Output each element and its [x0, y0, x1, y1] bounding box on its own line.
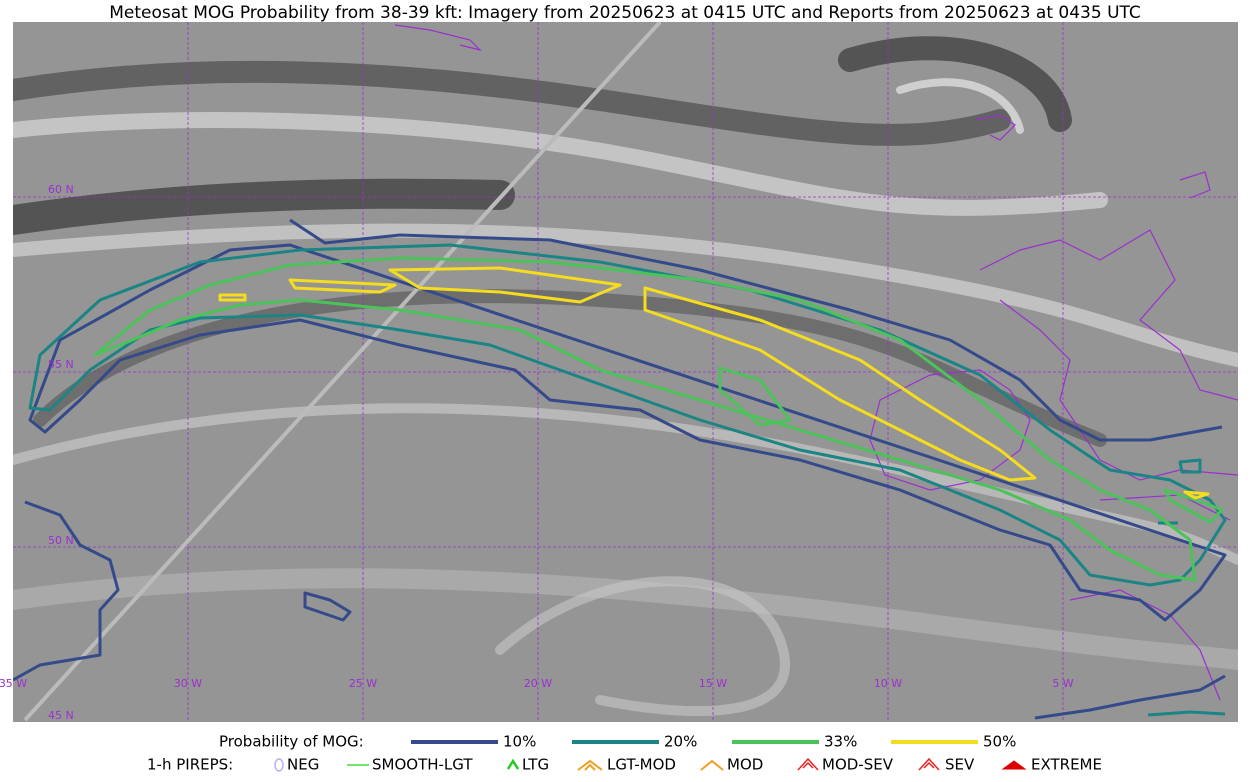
lon-label: 35 W	[0, 677, 27, 690]
lat-label: 60 N	[48, 183, 74, 196]
lon-label: 10 W	[874, 677, 902, 690]
lon-label: 5 W	[1052, 677, 1073, 690]
legend-title: Probability of MOG:	[219, 733, 364, 751]
legend-label: MOD-SEV	[822, 756, 894, 774]
lon-label: 30 W	[174, 677, 202, 690]
lat-label: 45 N	[48, 709, 74, 722]
lon-label: 25 W	[349, 677, 377, 690]
legend-label: 50%	[983, 733, 1016, 751]
map	[13, 22, 1238, 722]
legend-label: 33%	[824, 733, 857, 751]
mog-contours	[13, 218, 1227, 720]
lat-label: 55 N	[48, 358, 74, 371]
pirep-icon	[700, 759, 724, 771]
lat-label: 50 N	[48, 534, 74, 547]
legend-label: NEG	[287, 756, 319, 774]
graticule	[13, 22, 1238, 722]
pirep-icon	[797, 757, 819, 771]
legend-label: 10%	[503, 733, 536, 751]
legend-label: SMOOTH-LGT	[372, 756, 473, 774]
legend-label: MOD	[727, 756, 763, 774]
legend-label: SEV	[945, 756, 975, 774]
lon-label: 20 W	[524, 677, 552, 690]
legend-title: 1-h PIREPS:	[147, 756, 233, 774]
legend-label: LTG	[522, 756, 549, 774]
pirep-icon	[918, 757, 940, 771]
pirep-icon	[577, 759, 603, 771]
satellite-track	[23, 22, 662, 722]
legend-label: 20%	[664, 733, 697, 751]
legend-label: EXTREME	[1031, 756, 1102, 774]
pirep-icon	[1001, 760, 1027, 770]
pirep-icon	[506, 758, 520, 770]
pirep-icon	[274, 758, 284, 772]
lon-label: 15 W	[699, 677, 727, 690]
title: Meteosat MOG Probability from 38-39 kft:…	[109, 3, 1141, 23]
legend-label: LGT-MOD	[607, 756, 676, 774]
